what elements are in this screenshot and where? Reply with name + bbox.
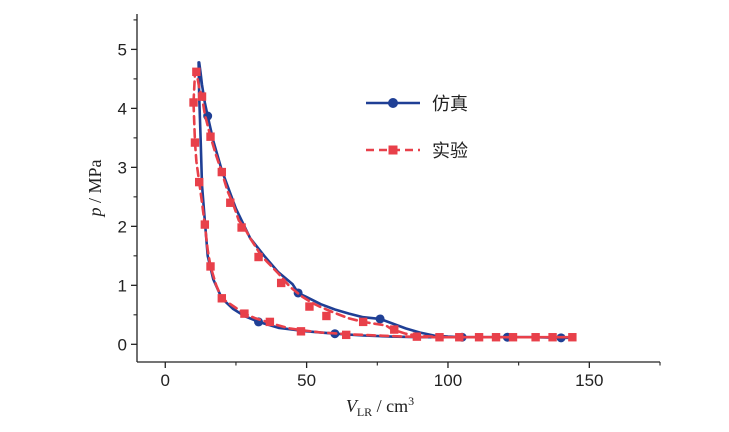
y-axis-label: p / MPa [85,159,105,218]
series-1 [197,61,574,343]
data-point-marker [531,333,540,342]
data-point-marker [296,327,306,336]
legend-label: 实验 [432,141,468,162]
data-point-marker [226,198,235,207]
data-point-marker [548,333,557,342]
x-axis-label: VLR / cm3 [346,394,414,419]
data-point-marker [568,333,577,342]
y-tick-label: 2 [118,217,127,236]
data-point-marker [189,98,198,107]
data-point-marker [358,317,368,327]
legend-item-2: 实验 [366,141,468,162]
x-tick-label: 0 [161,371,170,390]
data-point-marker [206,132,215,141]
y-tick-label: 1 [118,276,127,295]
legend-item-1: 仿真 [366,94,468,115]
data-point-marker [435,333,444,342]
data-point-marker [206,262,215,271]
data-point-marker [237,223,246,232]
data-point-marker [276,278,286,288]
data-point-marker [390,325,399,334]
data-point-marker [217,167,227,177]
data-point-marker [322,311,331,321]
x-tick-label: 150 [575,371,603,390]
y-tick-label: 4 [118,99,127,118]
y-tick-label: 3 [118,158,127,177]
y-tick-label: 5 [118,40,127,59]
data-point-marker [388,145,398,155]
data-point-marker [200,220,210,229]
x-tick-label: 100 [434,371,462,390]
data-point-marker [254,252,263,262]
data-point-marker [305,302,314,311]
data-point-marker [190,138,200,147]
data-point-marker [192,67,201,77]
legend-label: 仿真 [432,94,468,115]
data-point-marker [508,333,518,342]
data-point-marker [342,330,351,340]
data-point-marker [491,333,501,342]
data-point-marker [375,314,385,324]
data-point-marker [240,309,249,318]
data-point-marker [194,177,204,187]
data-point-marker [412,332,422,341]
x-tick-label: 50 [297,371,316,390]
data-point-marker [217,294,227,303]
series-2 [189,67,577,342]
data-point-marker [197,92,207,101]
data-point-marker [474,333,484,342]
data-point-marker [455,333,464,342]
data-point-marker [265,317,275,327]
y-tick-label: 0 [118,335,127,354]
data-point-marker [388,98,398,108]
series-line [192,70,577,339]
